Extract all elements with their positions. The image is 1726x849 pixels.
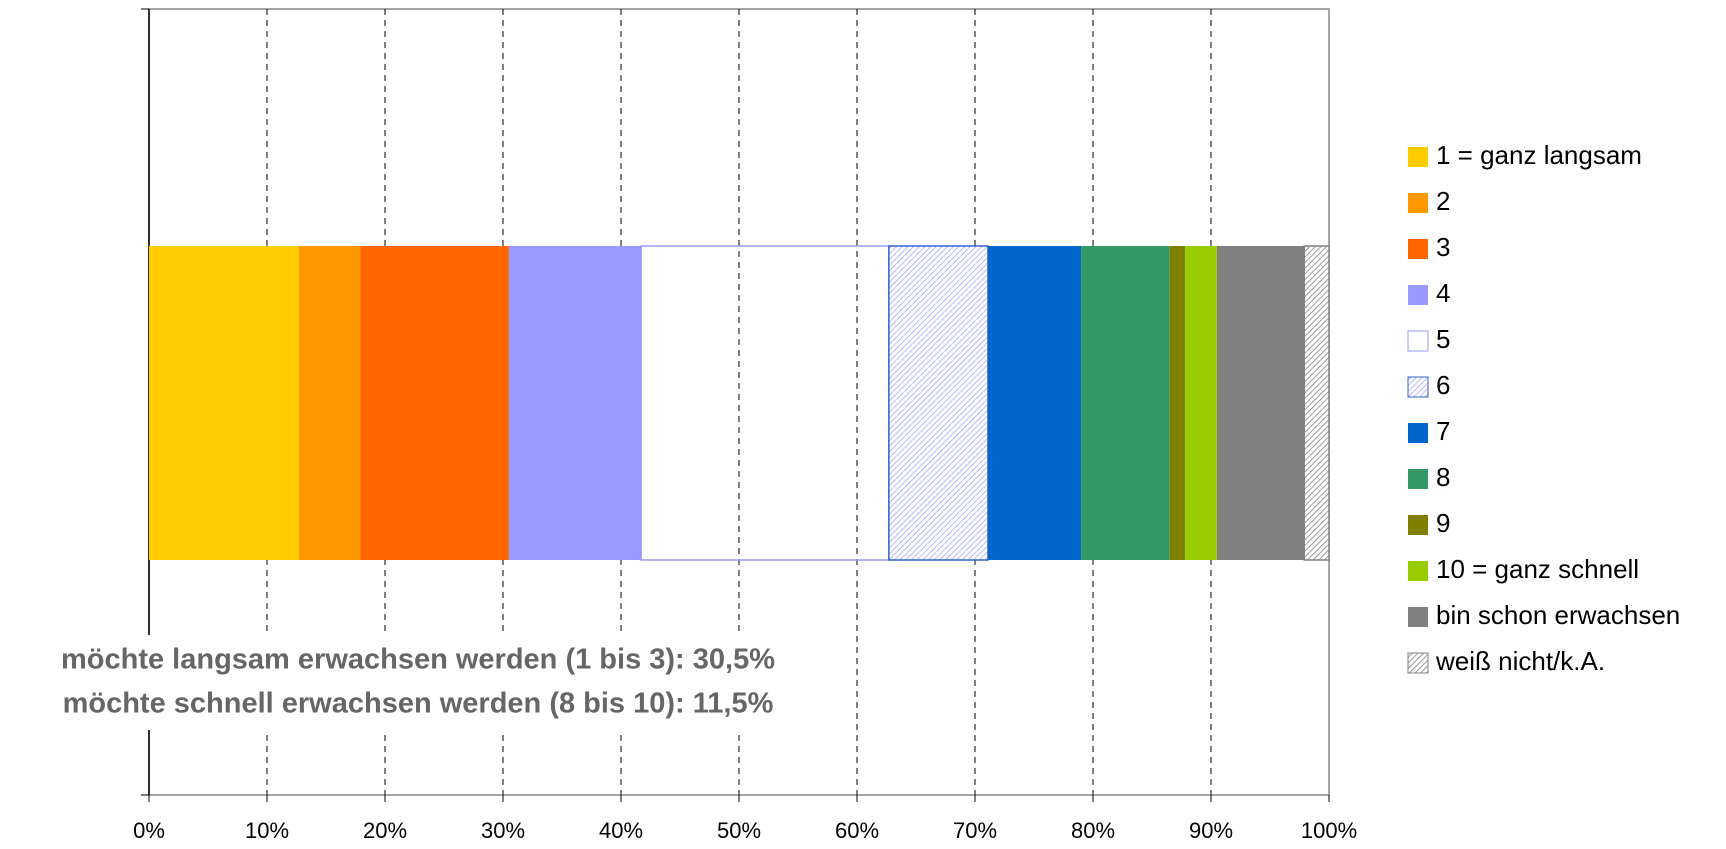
x-tick-label: 0%: [133, 818, 165, 843]
legend-label: bin schon erwachsen: [1436, 600, 1680, 630]
legend-label: 7: [1436, 416, 1450, 446]
x-tick-label: 10%: [245, 818, 289, 843]
legend-swatch: [1408, 423, 1428, 443]
legend-swatch: [1408, 561, 1428, 581]
bar-segment: [640, 245, 890, 561]
legend-swatch: [1408, 285, 1428, 305]
legend-label: 6: [1436, 370, 1450, 400]
legend-swatch: [1408, 515, 1428, 535]
bar-segment: [1081, 246, 1170, 560]
annotation: möchte schnell erwachsen werden (8 bis 1…: [63, 688, 774, 720]
bar-segment: [987, 246, 1082, 560]
legend-swatch: [1408, 147, 1428, 167]
legend-swatch: [1407, 652, 1429, 674]
x-tick-label: 80%: [1071, 818, 1115, 843]
bar-segment: [888, 245, 989, 561]
annotation: möchte langsam erwachsen werden (1 bis 3…: [61, 644, 775, 676]
x-tick-label: 40%: [599, 818, 643, 843]
x-tick-label: 50%: [717, 818, 761, 843]
bar-segment: [508, 246, 642, 560]
x-tick-label: 90%: [1189, 818, 1233, 843]
legend-label: 9: [1436, 508, 1450, 538]
legend-label: 4: [1436, 278, 1450, 308]
legend-swatch: [1407, 376, 1429, 398]
x-tick-label: 30%: [481, 818, 525, 843]
legend-swatch: [1408, 239, 1428, 259]
bar-segment: [1303, 245, 1330, 561]
x-tick-label: 100%: [1301, 818, 1357, 843]
legend-label: 5: [1436, 324, 1450, 354]
legend-label: 3: [1436, 232, 1450, 262]
legend-label: weiß nicht/k.A.: [1435, 646, 1605, 676]
x-tick-label: 70%: [953, 818, 997, 843]
annotation-background: [10, 635, 820, 730]
x-tick-label: 20%: [363, 818, 407, 843]
legend-swatch: [1407, 330, 1429, 352]
legend-swatch: [1408, 193, 1428, 213]
bar-segment: [1216, 246, 1305, 560]
legend-swatch: [1408, 469, 1428, 489]
legend-label: 1 = ganz langsam: [1436, 140, 1642, 170]
x-tick-label: 60%: [835, 818, 879, 843]
bar-segment: [1185, 246, 1217, 560]
bar-segment: [1169, 246, 1186, 560]
legend-label: 10 = ganz schnell: [1436, 554, 1639, 584]
legend-label: 2: [1436, 186, 1450, 216]
bar-segment: [298, 246, 361, 560]
legend-label: 8: [1436, 462, 1450, 492]
legend-swatch: [1408, 607, 1428, 627]
bar-segment: [360, 246, 509, 560]
bar-segment: [149, 246, 299, 560]
